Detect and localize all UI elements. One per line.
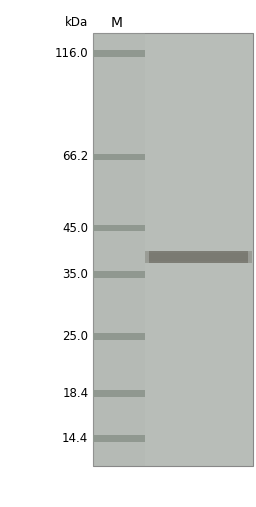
Bar <box>248 251 252 263</box>
Bar <box>93 33 253 466</box>
Text: 35.0: 35.0 <box>62 268 88 281</box>
Bar <box>93 225 145 231</box>
Bar <box>145 251 252 263</box>
Text: 116.0: 116.0 <box>55 47 88 60</box>
Bar <box>93 33 145 466</box>
Text: 18.4: 18.4 <box>62 387 88 400</box>
Bar <box>93 154 145 160</box>
Bar <box>93 334 145 340</box>
Text: 25.0: 25.0 <box>62 330 88 343</box>
Bar <box>93 436 145 442</box>
Bar <box>93 50 145 57</box>
Text: 66.2: 66.2 <box>62 151 88 163</box>
Bar <box>145 251 149 263</box>
Bar <box>93 271 145 278</box>
Text: kDa: kDa <box>65 16 88 29</box>
Text: 45.0: 45.0 <box>62 222 88 235</box>
Text: 14.4: 14.4 <box>62 432 88 445</box>
Bar <box>147 253 250 261</box>
Text: M: M <box>111 16 122 30</box>
Bar <box>93 390 145 396</box>
